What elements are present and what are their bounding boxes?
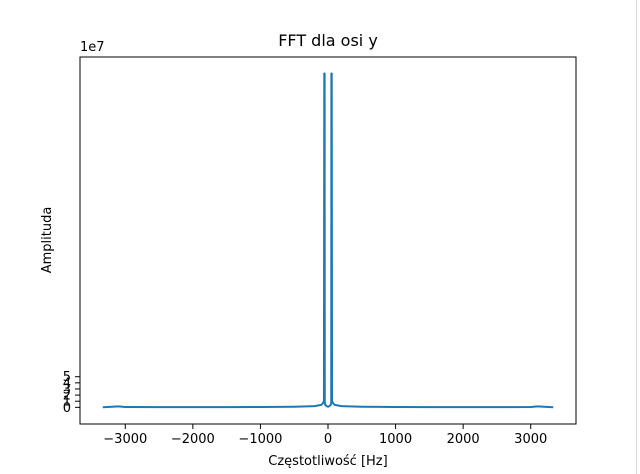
x-tick-label: 0 — [324, 432, 332, 447]
x-tick-label: −3000 — [103, 432, 147, 447]
plot-area-background — [80, 57, 576, 424]
series-layer — [102, 72, 554, 409]
y-tick-label: 0 — [63, 401, 71, 416]
y-tick-label: 3 — [63, 382, 71, 397]
y-tick-label: 4 — [63, 376, 71, 391]
y-tick-label: 1 — [63, 395, 71, 410]
window-edge — [636, 0, 637, 474]
y-tick-label: 5 — [63, 370, 71, 385]
x-tick-label: 3000 — [514, 432, 547, 447]
x-tick-label: 2000 — [447, 432, 480, 447]
x-tick-label: 1000 — [379, 432, 412, 447]
x-axis-label: Częstotliwość [Hz] — [268, 454, 387, 469]
chart-title: FFT dla osi y — [278, 31, 378, 50]
series-line-0 — [102, 72, 554, 409]
y-tick-label: 2 — [63, 389, 71, 404]
x-tick-label: −2000 — [171, 432, 215, 447]
y-axis-label: Amplituda — [40, 207, 55, 274]
x-tick-label: −1000 — [238, 432, 282, 447]
y-axis-offset-text: 1e7 — [80, 40, 105, 55]
x-axis-ticks: −3000 −2000 −1000 0 1000 2000 3000 — [103, 424, 547, 447]
